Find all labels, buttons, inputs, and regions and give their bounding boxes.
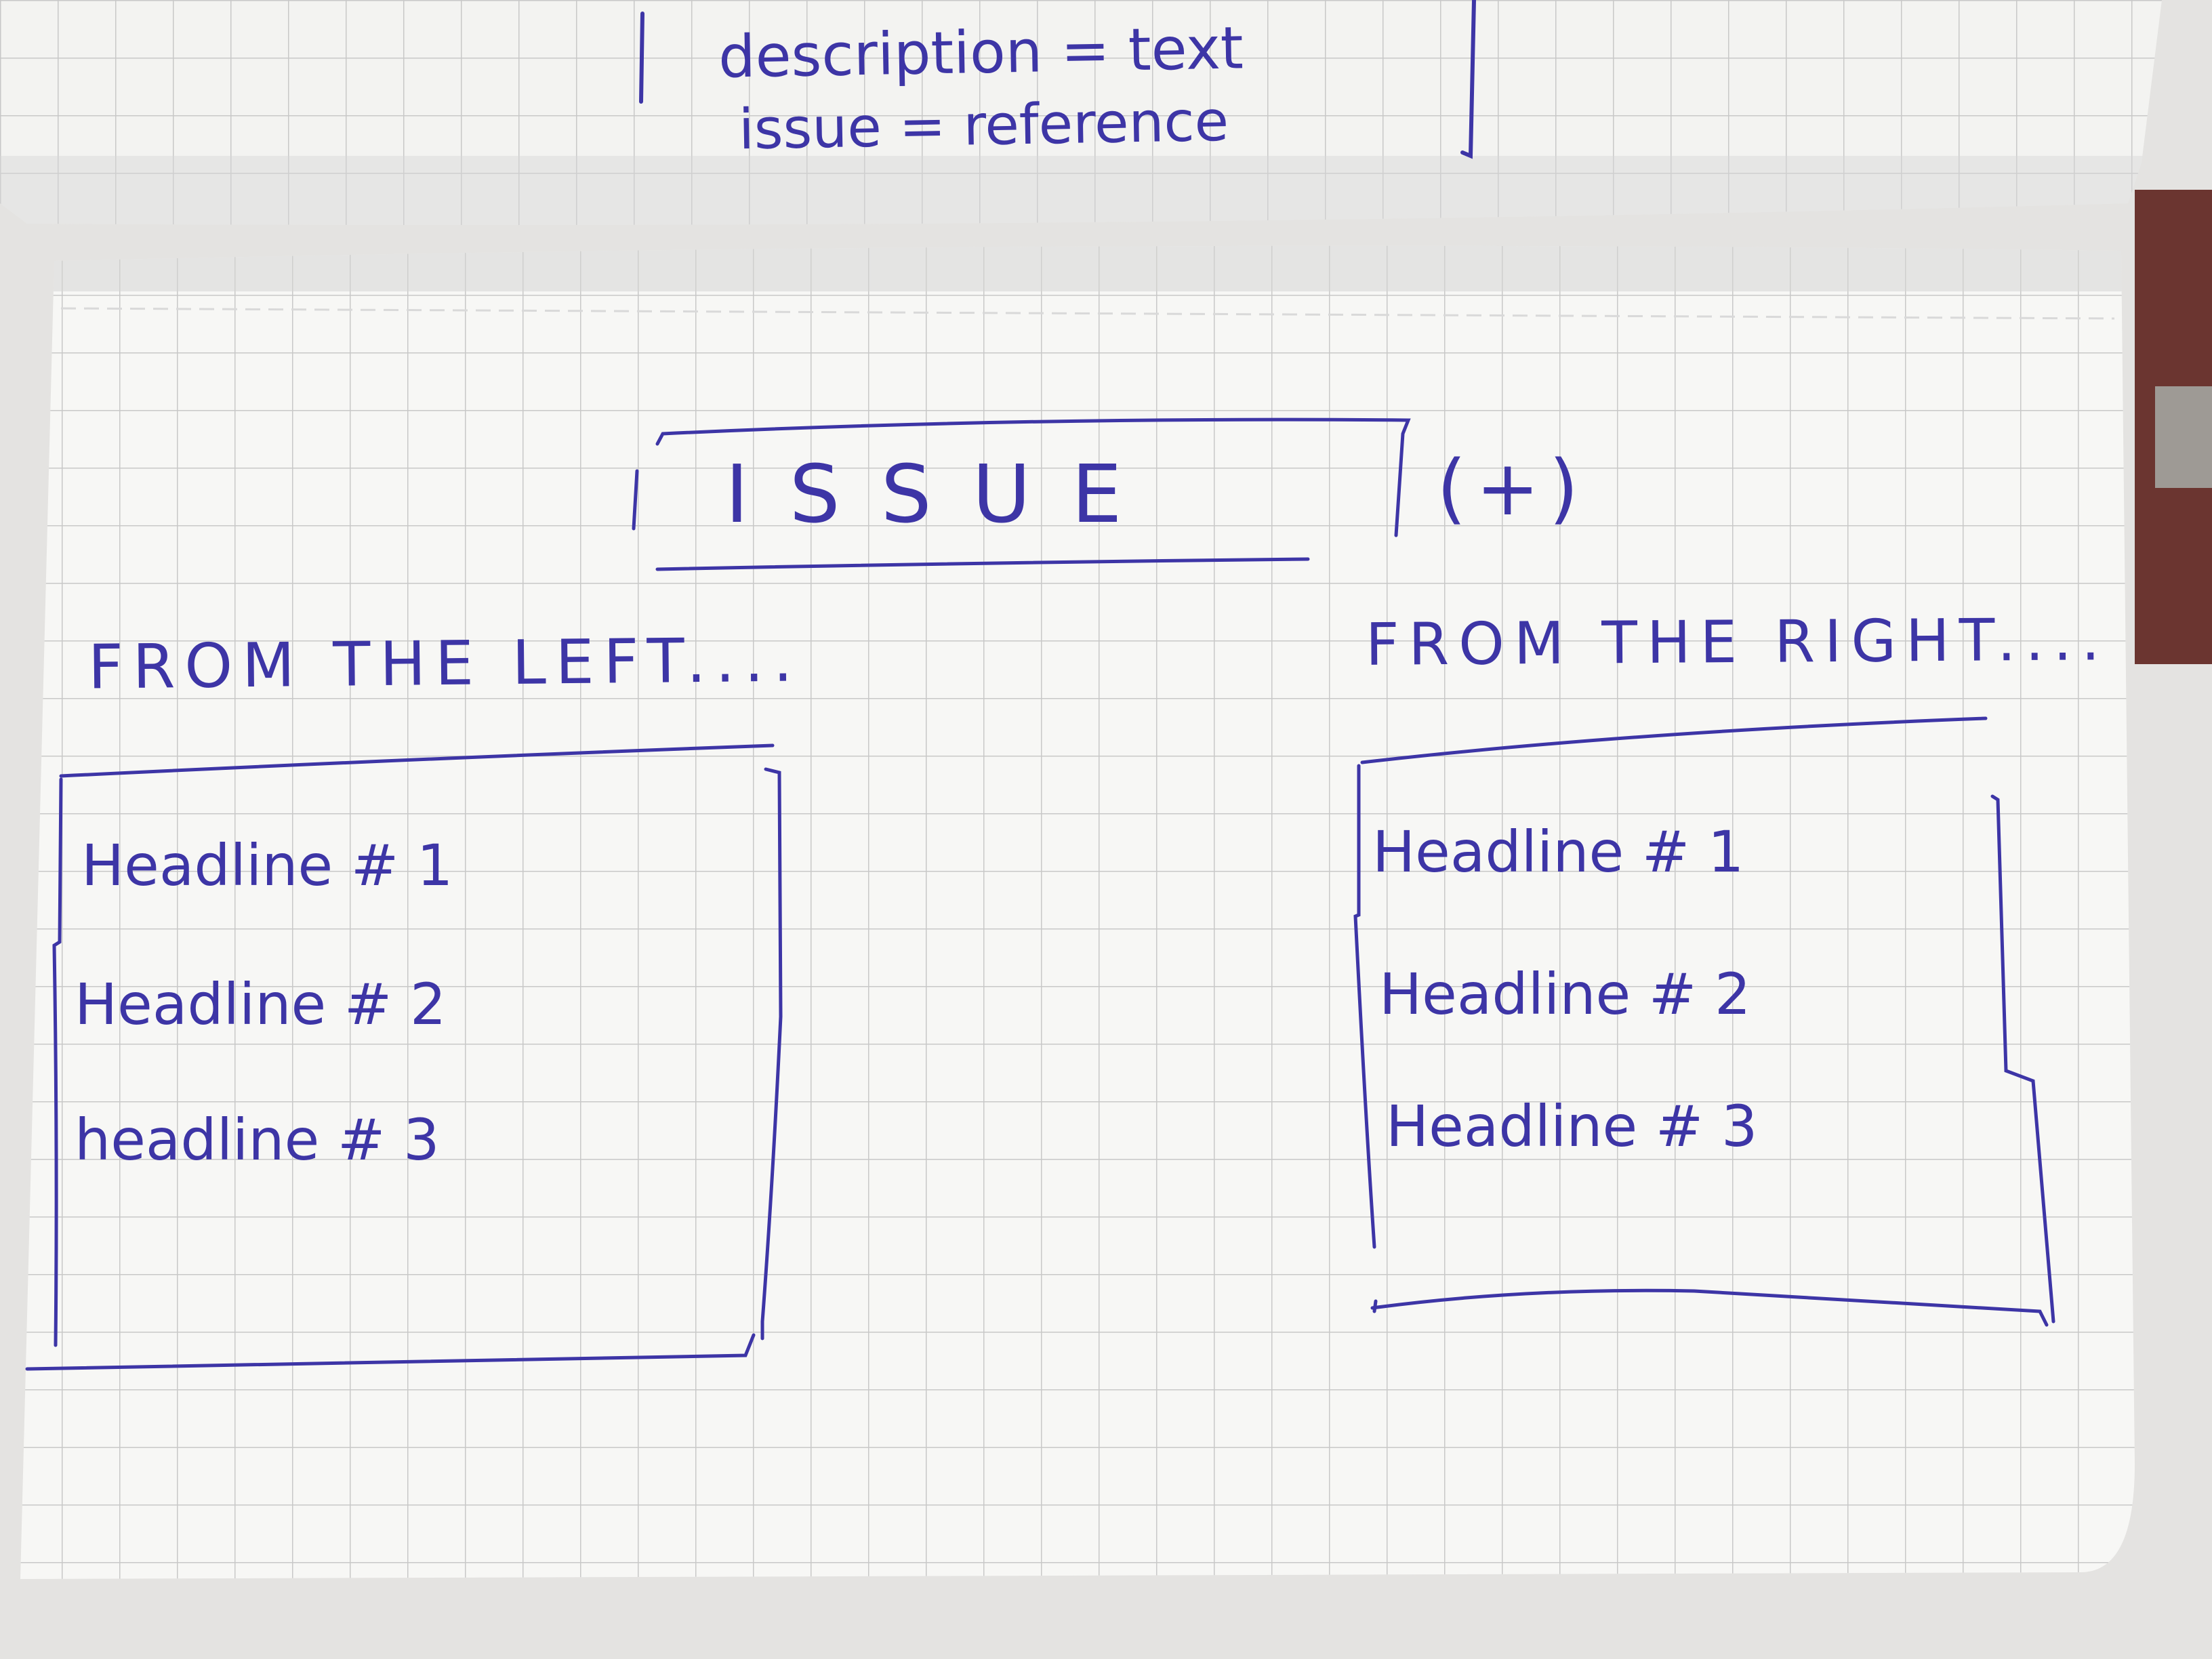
left-headline-2: Headline # 2 — [75, 971, 447, 1038]
right-headline-1: Headline # 1 — [1372, 819, 1744, 885]
left-headline-3: headline # 3 — [75, 1107, 440, 1173]
left-panel-heading: FROM THE LEFT.... — [87, 624, 802, 703]
right-headline-2: Headline # 2 — [1379, 961, 1751, 1027]
issue-title: ISSUE — [725, 447, 1163, 541]
top-line-description: description = text — [718, 14, 1244, 91]
right-headline-3: Headline # 3 — [1386, 1093, 1758, 1160]
right-panel-heading: FROM THE RIGHT.... — [1365, 606, 2110, 679]
add-symbol: (+) — [1437, 445, 1589, 533]
top-line-issue: issue = reference — [738, 89, 1229, 163]
left-headline-1: Headline # 1 — [81, 832, 453, 899]
